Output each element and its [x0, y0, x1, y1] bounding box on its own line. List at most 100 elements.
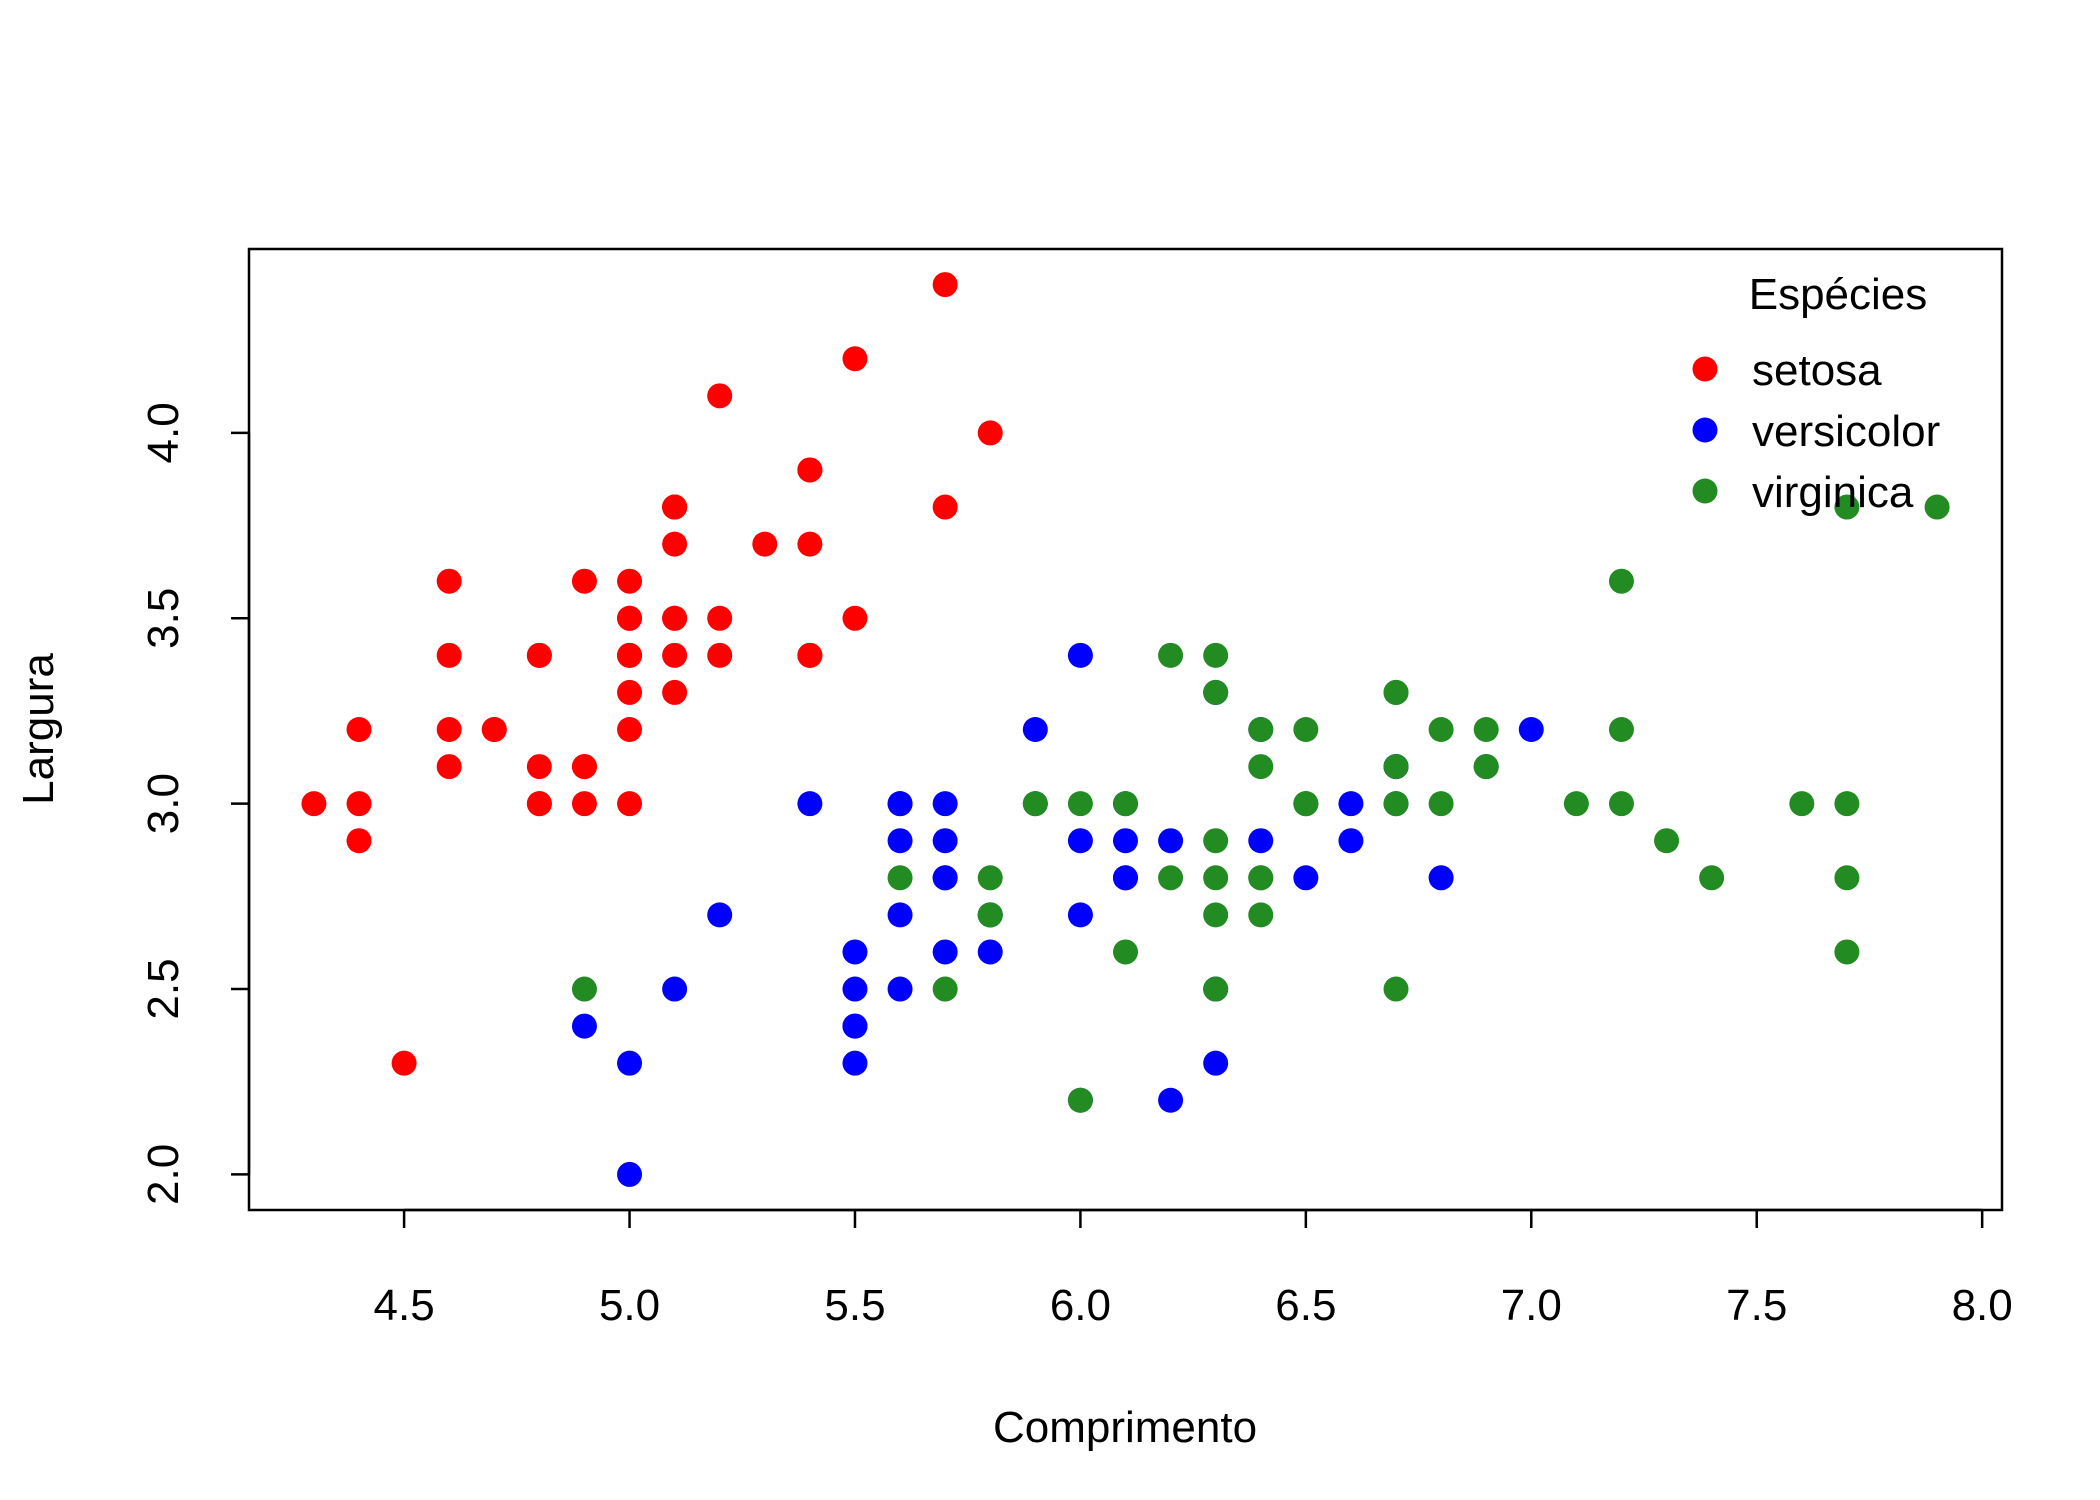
- data-point: [571, 754, 597, 780]
- y-tick-label: 2.5: [139, 958, 188, 1019]
- x-tick-label: 4.5: [374, 1281, 435, 1330]
- y-axis: 2.0 2.5 3.0 3.5 4.0: [139, 402, 251, 1205]
- data-point: [797, 791, 823, 817]
- data-point: [932, 272, 958, 298]
- data-point: [1203, 679, 1229, 705]
- data-point: [436, 642, 462, 668]
- data-point: [842, 346, 868, 372]
- data-point: [842, 976, 868, 1002]
- data-point: [1834, 865, 1860, 891]
- data-point: [1113, 828, 1138, 854]
- data-point: [1248, 865, 1274, 891]
- data-point: [617, 1161, 643, 1187]
- data-point: [1383, 976, 1409, 1002]
- data-point: [932, 494, 958, 520]
- data-point: [797, 642, 823, 668]
- data-point: [526, 791, 552, 817]
- x-tick-label: 5.5: [824, 1281, 885, 1330]
- data-point: [346, 717, 372, 742]
- data-point: [752, 531, 778, 557]
- data-point: [1789, 791, 1815, 817]
- legend-label-setosa: setosa: [1752, 346, 1882, 395]
- legend: Espécies setosa versicolor virginica: [1692, 270, 1940, 517]
- data-point: [617, 568, 643, 594]
- data-point: [1338, 791, 1364, 817]
- data-point: [301, 791, 327, 817]
- data-point: [1834, 939, 1860, 965]
- legend-marker-versicolor: [1692, 417, 1718, 443]
- data-point: [1473, 754, 1499, 780]
- data-point: [1518, 717, 1544, 742]
- data-point: [617, 642, 643, 668]
- legend-label-versicolor: versicolor: [1752, 407, 1940, 456]
- data-point: [1608, 717, 1634, 742]
- data-point: [346, 828, 372, 854]
- data-point: [1608, 568, 1634, 594]
- data-point: [842, 1050, 868, 1076]
- data-point: [1834, 494, 1860, 520]
- data-point: [1248, 902, 1274, 928]
- data-point: [932, 939, 958, 965]
- data-point: [571, 568, 597, 594]
- data-point: [842, 1013, 868, 1039]
- data-point: [932, 791, 958, 817]
- data-point: [481, 717, 507, 742]
- data-point: [1158, 1087, 1184, 1113]
- data-point: [887, 791, 913, 817]
- data-point: [1067, 642, 1093, 668]
- data-point: [1428, 791, 1454, 817]
- data-point: [1067, 902, 1093, 928]
- data-point: [571, 976, 597, 1002]
- data-point: [662, 642, 688, 668]
- data-point: [662, 679, 688, 705]
- data-point: [617, 791, 643, 817]
- x-tick-label: 6.0: [1050, 1281, 1111, 1330]
- data-point: [1158, 642, 1184, 668]
- data-point: [346, 791, 372, 817]
- data-point: [1248, 828, 1274, 854]
- data-point: [391, 1050, 417, 1076]
- data-point: [932, 828, 958, 854]
- data-point: [932, 865, 958, 891]
- data-point: [1699, 865, 1725, 891]
- x-tick-label: 7.0: [1501, 1281, 1562, 1330]
- x-tick-label: 7.5: [1726, 1281, 1787, 1330]
- series-virginica: [571, 494, 1950, 1113]
- x-tick-label: 6.5: [1275, 1281, 1336, 1330]
- y-tick-label: 2.0: [139, 1144, 188, 1205]
- data-point: [887, 865, 913, 891]
- data-point: [842, 939, 868, 965]
- data-point: [1428, 717, 1454, 742]
- data-point: [1067, 1087, 1093, 1113]
- data-point: [932, 976, 958, 1002]
- x-axis-title: Comprimento: [993, 1403, 1257, 1452]
- data-point: [977, 902, 1003, 928]
- data-point: [1113, 865, 1138, 891]
- y-tick-label: 3.5: [139, 588, 188, 649]
- data-point: [436, 568, 462, 594]
- data-point: [1428, 865, 1454, 891]
- data-point: [526, 642, 552, 668]
- data-point: [526, 754, 552, 780]
- data-point: [1203, 865, 1229, 891]
- data-point: [662, 976, 688, 1002]
- data-point: [436, 717, 462, 742]
- data-point: [797, 457, 823, 483]
- data-point: [707, 902, 733, 928]
- data-point: [662, 494, 688, 520]
- data-point: [887, 976, 913, 1002]
- data-point: [662, 531, 688, 557]
- y-tick-label: 4.0: [139, 402, 188, 463]
- data-point: [1338, 828, 1364, 854]
- x-axis: 4.5 5.0 5.5 6.0 6.5 7.0 7.5 8.0: [374, 1208, 2013, 1330]
- data-point: [797, 531, 823, 557]
- legend-label-virginica: virginica: [1752, 468, 1914, 517]
- data-point: [617, 605, 643, 631]
- series-setosa: [301, 272, 1003, 1076]
- data-point: [977, 420, 1003, 446]
- data-point: [1563, 791, 1589, 817]
- data-point: [1158, 865, 1184, 891]
- data-point: [617, 679, 643, 705]
